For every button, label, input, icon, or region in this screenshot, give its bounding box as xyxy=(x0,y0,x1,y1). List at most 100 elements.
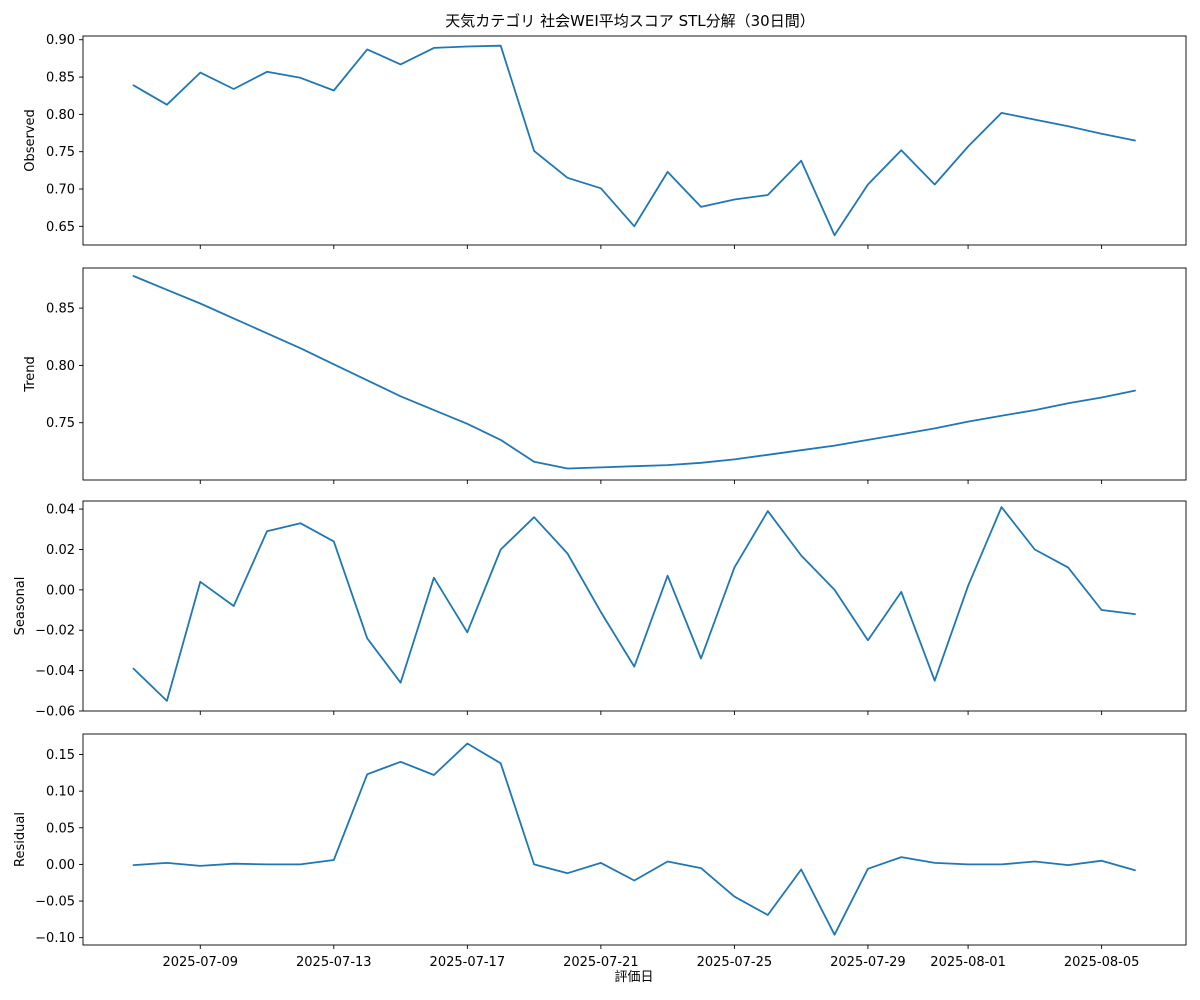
data-point xyxy=(700,462,702,464)
data-point xyxy=(132,667,134,669)
data-point xyxy=(266,71,268,73)
y-axis-label: Seasonal xyxy=(13,577,28,636)
y-tick-label: −0.06 xyxy=(35,705,75,720)
x-tick-label: 2025-07-21 xyxy=(563,955,639,970)
data-point xyxy=(433,47,435,49)
data-point xyxy=(399,761,401,763)
data-point xyxy=(633,225,635,227)
data-point xyxy=(666,860,668,862)
y-tick-label: 0.75 xyxy=(46,145,75,160)
data-point xyxy=(399,395,401,397)
panel-frame xyxy=(82,733,1187,946)
data-point xyxy=(967,145,969,147)
chart-title: 天気カテゴリ 社会WEI平均スコア STL分解（30日間） xyxy=(445,12,814,30)
data-point xyxy=(232,88,234,90)
data-point xyxy=(1134,389,1136,391)
data-point xyxy=(867,439,869,441)
data-point xyxy=(299,347,301,349)
data-point xyxy=(666,575,668,577)
data-point xyxy=(700,206,702,208)
data-point xyxy=(800,159,802,161)
y-axis-label: Observed xyxy=(23,109,38,172)
data-point xyxy=(299,863,301,865)
data-point xyxy=(132,864,134,866)
data-point xyxy=(333,540,335,542)
data-point xyxy=(767,194,769,196)
y-tick-label: 0.00 xyxy=(46,858,75,873)
data-point xyxy=(566,467,568,469)
data-point xyxy=(900,433,902,435)
data-point xyxy=(533,460,535,462)
data-point xyxy=(1100,396,1102,398)
data-point xyxy=(433,774,435,776)
data-point xyxy=(533,863,535,865)
y-tick-label: 0.10 xyxy=(46,785,75,800)
data-point xyxy=(1100,609,1102,611)
data-point xyxy=(600,187,602,189)
data-point xyxy=(1034,118,1036,120)
data-point xyxy=(867,868,869,870)
data-point xyxy=(666,464,668,466)
x-tick-label: 2025-07-09 xyxy=(162,955,238,970)
data-point xyxy=(733,458,735,460)
data-point xyxy=(967,863,969,865)
y-tick-label: 0.15 xyxy=(46,748,75,763)
y-tick-label: 0.80 xyxy=(46,359,75,374)
data-point xyxy=(232,862,234,864)
data-point xyxy=(266,530,268,532)
data-point xyxy=(500,762,502,764)
data-point xyxy=(1000,112,1002,114)
data-point xyxy=(366,379,368,381)
panel-trend: 0.75 0.80 0.85 Trend xyxy=(23,267,1187,484)
data-point xyxy=(199,581,201,583)
data-point xyxy=(199,865,201,867)
data-point xyxy=(232,605,234,607)
data-point xyxy=(166,103,168,105)
data-point xyxy=(700,867,702,869)
data-point xyxy=(166,289,168,291)
y-tick-label: −0.10 xyxy=(35,931,75,946)
data-point xyxy=(500,548,502,550)
data-point xyxy=(733,198,735,200)
y-tick-label: 0.85 xyxy=(46,71,75,86)
data-point xyxy=(800,449,802,451)
data-point xyxy=(500,45,502,47)
data-point xyxy=(633,879,635,881)
data-point xyxy=(466,742,468,744)
data-point xyxy=(767,510,769,512)
data-point xyxy=(466,631,468,633)
data-point xyxy=(199,302,201,304)
data-point xyxy=(934,427,936,429)
y-tick-label: −0.05 xyxy=(35,895,75,910)
data-point xyxy=(366,637,368,639)
data-point xyxy=(199,71,201,73)
data-point xyxy=(967,585,969,587)
data-point xyxy=(1000,415,1002,417)
data-point xyxy=(1034,409,1036,411)
data-point xyxy=(232,317,234,319)
data-point xyxy=(600,466,602,468)
data-point xyxy=(333,89,335,91)
series-line-seasonal xyxy=(132,506,1136,702)
data-point xyxy=(733,566,735,568)
data-point xyxy=(433,409,435,411)
data-point xyxy=(600,611,602,613)
data-point xyxy=(299,77,301,79)
data-point xyxy=(500,439,502,441)
data-point xyxy=(1000,506,1002,508)
panel-frame xyxy=(82,267,1187,481)
data-point xyxy=(466,423,468,425)
data-point xyxy=(633,465,635,467)
data-point xyxy=(934,862,936,864)
data-point xyxy=(1100,860,1102,862)
data-point xyxy=(366,773,368,775)
data-point xyxy=(666,171,668,173)
panel-frame xyxy=(82,35,1187,246)
x-axis-label: 評価日 xyxy=(614,970,653,985)
y-tick-label: 0.75 xyxy=(46,416,75,431)
data-point xyxy=(1034,548,1036,550)
data-point xyxy=(132,84,134,86)
y-tick-label: −0.04 xyxy=(35,664,75,679)
data-point xyxy=(800,554,802,556)
